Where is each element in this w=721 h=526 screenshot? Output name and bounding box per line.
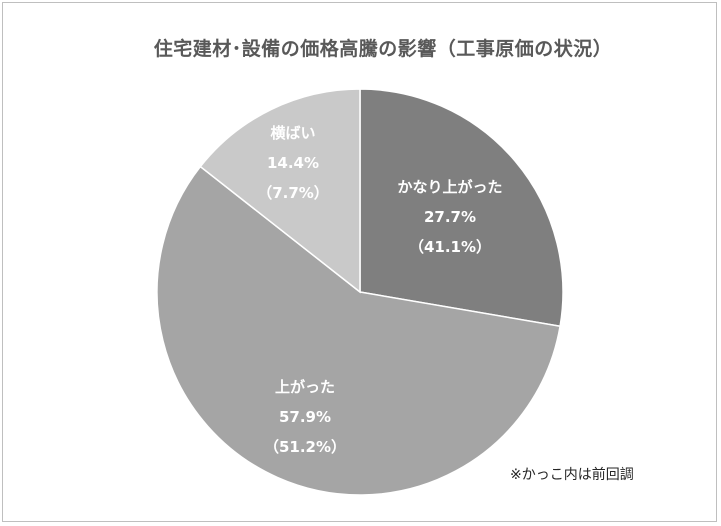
slice-label-previous-kanari: （41.1%） [409, 238, 491, 256]
slice-label-name-agatta: 上がった [275, 378, 335, 396]
slice-label-name-yokobai: 横ばい [270, 124, 315, 142]
slice-label-previous-yokobai: （7.7%） [257, 184, 329, 202]
pie-slice-kanari [359, 88, 564, 328]
footnote: ※かっこ内は前回調 [510, 467, 634, 483]
slice-label-previous-agatta: （51.2%） [264, 438, 346, 456]
pie-slice-agatta [156, 165, 561, 496]
slice-label-value-kanari: 27.7% [424, 208, 476, 226]
slice-label-value-agatta: 57.9% [279, 408, 331, 426]
slice-label-name-kanari: かなり上がった [397, 178, 502, 196]
chart-title: 住宅建材･設備の価格高騰の影響（工事原価の状況） [153, 38, 613, 60]
pie-slice-yokobai [199, 88, 361, 294]
slice-label-value-yokobai: 14.4% [267, 154, 319, 172]
